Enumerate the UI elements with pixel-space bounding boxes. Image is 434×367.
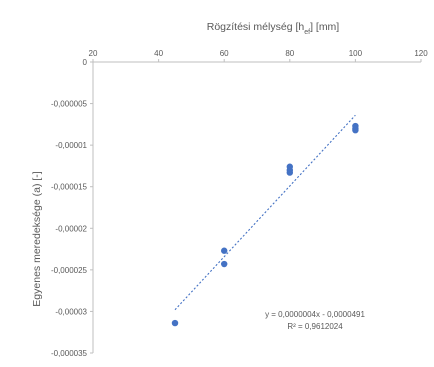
- x-tick-label: 40: [154, 49, 163, 58]
- data-point: [221, 247, 228, 254]
- x-tick-label: 20: [89, 49, 98, 58]
- data-point: [286, 169, 293, 176]
- axes: 20 40 60 80 100 120 0 -0,000005 -0,00001 -0,00001…: [51, 49, 428, 358]
- trendline-r-squared: R² = 0,9612024: [287, 322, 343, 331]
- trendline: [174, 114, 356, 311]
- y-tick-label: -0,00003: [55, 307, 87, 316]
- y-axis-title: Egyenes meredeksége (a) [-]: [31, 171, 43, 306]
- y-tick-label: -0,000035: [51, 349, 88, 358]
- x-tick-label: 120: [414, 49, 428, 58]
- x-axis-title-tail: ] [mm]: [310, 21, 339, 33]
- data-points: [171, 122, 359, 327]
- x-axis-title: Rögzítési mélység [hef] [mm]: [207, 21, 340, 36]
- data-point: [352, 126, 359, 134]
- y-tick-label: -0,000025: [51, 266, 88, 275]
- data-point: [221, 260, 228, 268]
- x-axis-title-main: Rögzítési mélység [h: [207, 21, 305, 33]
- data-point: [171, 319, 179, 327]
- x-tick-label: 60: [220, 49, 229, 58]
- trendline-group: [174, 114, 356, 311]
- y-tick-label: -0,00002: [55, 224, 87, 233]
- x-tick-label: 80: [285, 49, 294, 58]
- y-tick-label: -0,00001: [55, 141, 87, 150]
- x-tick-label: 100: [349, 49, 363, 58]
- trendline-equation: y = 0,0000004x - 0,0000491: [265, 310, 365, 319]
- y-tick-label: -0,000015: [51, 183, 88, 192]
- y-tick-label: 0: [83, 58, 88, 67]
- x-axis-title-subscript: ef: [304, 29, 310, 36]
- y-tick-label: -0,000005: [51, 100, 88, 109]
